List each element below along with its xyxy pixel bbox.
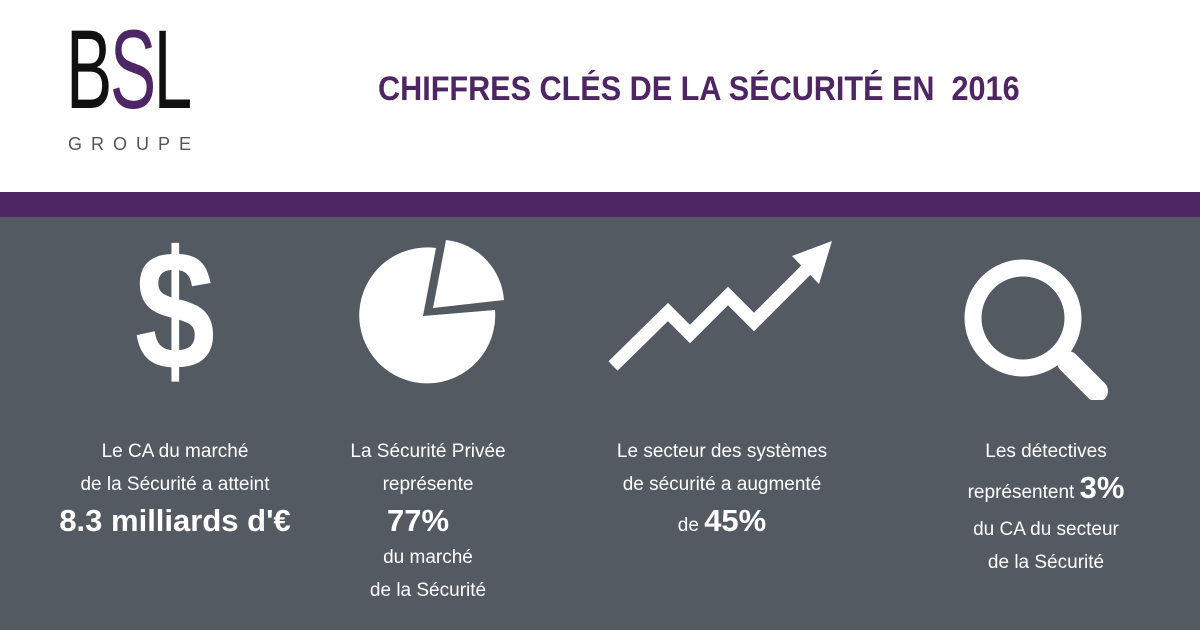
stat-line-text: représentent [967, 482, 1080, 503]
stats-panel [0, 217, 1200, 630]
stat-line: représentent 3% [896, 468, 1196, 513]
stat-highlight: 8.3 milliards d'€ [59, 503, 291, 538]
stat-private-security: La Sécurité Privée représente 77% du mar… [278, 435, 578, 607]
dollar-icon: $ [134, 216, 216, 406]
stat-line: du marché [383, 547, 473, 568]
stat-line: Les détectives [985, 441, 1107, 462]
stat-line: du CA du secteur [973, 519, 1119, 540]
pie-exploded-slice [433, 240, 504, 308]
logo-s: S [109, 7, 156, 132]
header: BSL GROUPE CHIFFRES CLÉS DE LA SÉCURITÉ … [0, 0, 1200, 192]
stat-line: de sécurité a augmenté [622, 474, 822, 495]
logo-l: L [153, 7, 193, 132]
stat-line: de la Sécurité [987, 552, 1105, 573]
logo-subtitle: GROUPE [68, 134, 201, 154]
logo-b: B [66, 7, 112, 132]
stat-line: de la Sécurité [369, 580, 487, 601]
stat-highlight: 3% [1079, 470, 1125, 505]
stat-highlight: 45% [704, 503, 767, 538]
stat-detectives: Les détectives représentent 3% du CA du … [896, 435, 1196, 579]
stat-line: représente [382, 474, 474, 495]
page-title: CHIFFRES CLÉS DE LA SÉCURITÉ EN 2016 [378, 70, 1020, 108]
stat-highlight: 77% [386, 503, 450, 538]
stat-security-systems: Le secteur des systèmes de sécurité a au… [572, 435, 872, 546]
stat-line: de 45% [572, 501, 872, 546]
stat-line: de la Sécurité a atteint [80, 474, 270, 495]
stat-prefix: de [677, 515, 705, 536]
stat-line: La Sécurité Privée [350, 441, 506, 462]
purple-band [0, 192, 1200, 217]
stat-market-revenue: Le CA du marché de la Sécurité a atteint… [25, 435, 325, 541]
stat-line: Le CA du marché [101, 441, 249, 462]
pie-chart-icon [359, 240, 504, 384]
stat-line: Le secteur des systèmes [616, 441, 828, 462]
logo-letters: BSL [66, 14, 192, 126]
bsl-logo: BSL GROUPE [66, 14, 196, 160]
magnifier-icon [964, 259, 1108, 400]
pie-main-slice [359, 247, 496, 384]
trend-up-arrow-icon [608, 241, 832, 371]
